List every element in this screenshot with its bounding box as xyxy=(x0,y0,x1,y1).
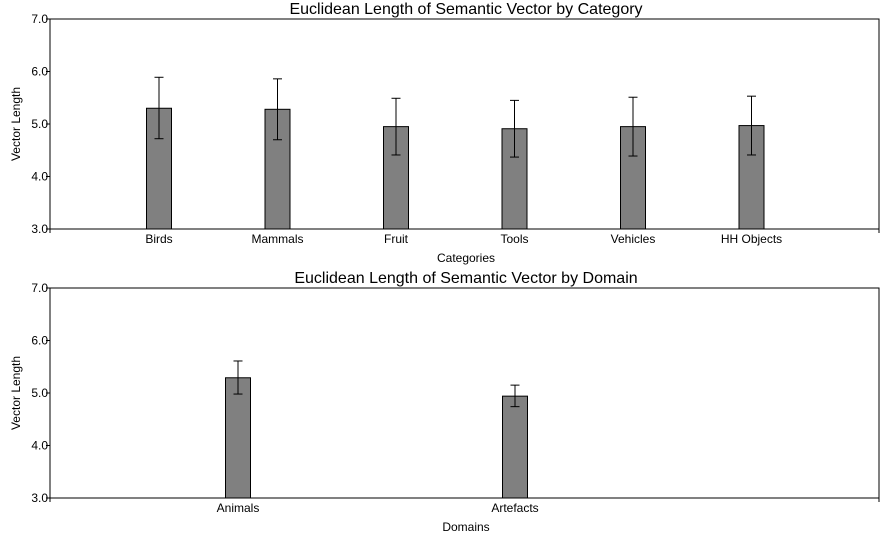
domain-error-bar xyxy=(510,384,520,408)
category-error-bar xyxy=(391,97,401,156)
category-error-bar xyxy=(273,78,282,141)
category-y-tick-label: 4.0 xyxy=(31,170,48,184)
category-x-tick-label: Birds xyxy=(145,232,172,246)
domain-bars xyxy=(225,360,528,499)
domain-x-tick-label: Artefacts xyxy=(491,501,538,515)
category-error-bar xyxy=(747,95,756,156)
category-x-axis-label: Categories xyxy=(437,251,495,265)
domain-x-tick-label: Animals xyxy=(217,501,260,515)
category-y-axis: 3.0 4.0 5.0 6.0 7.0 xyxy=(31,12,50,236)
category-x-tick-label: Tools xyxy=(500,232,528,246)
domain-y-tick-label: 7.0 xyxy=(31,281,48,295)
category-y-tick-label: 6.0 xyxy=(31,65,48,79)
category-x-tick-label: HH Objects xyxy=(721,232,782,246)
domain-x-axis: Animals Artefacts xyxy=(49,498,880,515)
category-y-tick-label: 3.0 xyxy=(31,222,48,236)
domain-y-tick-label: 4.0 xyxy=(31,439,48,453)
category-error-bar xyxy=(628,96,638,157)
domain-error-bar xyxy=(233,360,243,395)
category-x-axis: Birds Mammals Fruit Tools Vehicles HH Objects xyxy=(49,229,880,246)
category-error-bar xyxy=(510,99,519,158)
domain-bar-animals xyxy=(225,377,251,499)
domain-y-axis: 3.0 4.0 5.0 6.0 7.0 xyxy=(31,281,50,505)
category-chart-title: Euclidean Length of Semantic Vector by C… xyxy=(289,1,642,18)
category-x-tick-label: Mammals xyxy=(251,232,303,246)
domain-x-axis-label: Domains xyxy=(442,520,489,534)
domain-plot-area xyxy=(49,287,880,499)
domain-y-axis-label: Vector Length xyxy=(9,356,23,430)
category-error-bar xyxy=(154,76,164,140)
domain-chart: Euclidean Length of Semantic Vector by D… xyxy=(9,270,880,534)
category-chart: Euclidean Length of Semantic Vector by C… xyxy=(9,1,880,265)
category-y-axis-label: Vector Length xyxy=(9,87,23,161)
domain-y-tick-label: 6.0 xyxy=(31,334,48,348)
domain-bar-artefacts xyxy=(502,395,528,499)
category-y-tick-label: 5.0 xyxy=(31,117,48,131)
category-bars xyxy=(146,76,765,230)
domain-y-tick-label: 5.0 xyxy=(31,386,48,400)
category-x-tick-label: Fruit xyxy=(384,232,409,246)
domain-y-tick-label: 3.0 xyxy=(31,491,48,505)
domain-chart-title: Euclidean Length of Semantic Vector by D… xyxy=(294,270,637,287)
category-y-tick-label: 7.0 xyxy=(31,12,48,26)
category-x-tick-label: Vehicles xyxy=(611,232,656,246)
